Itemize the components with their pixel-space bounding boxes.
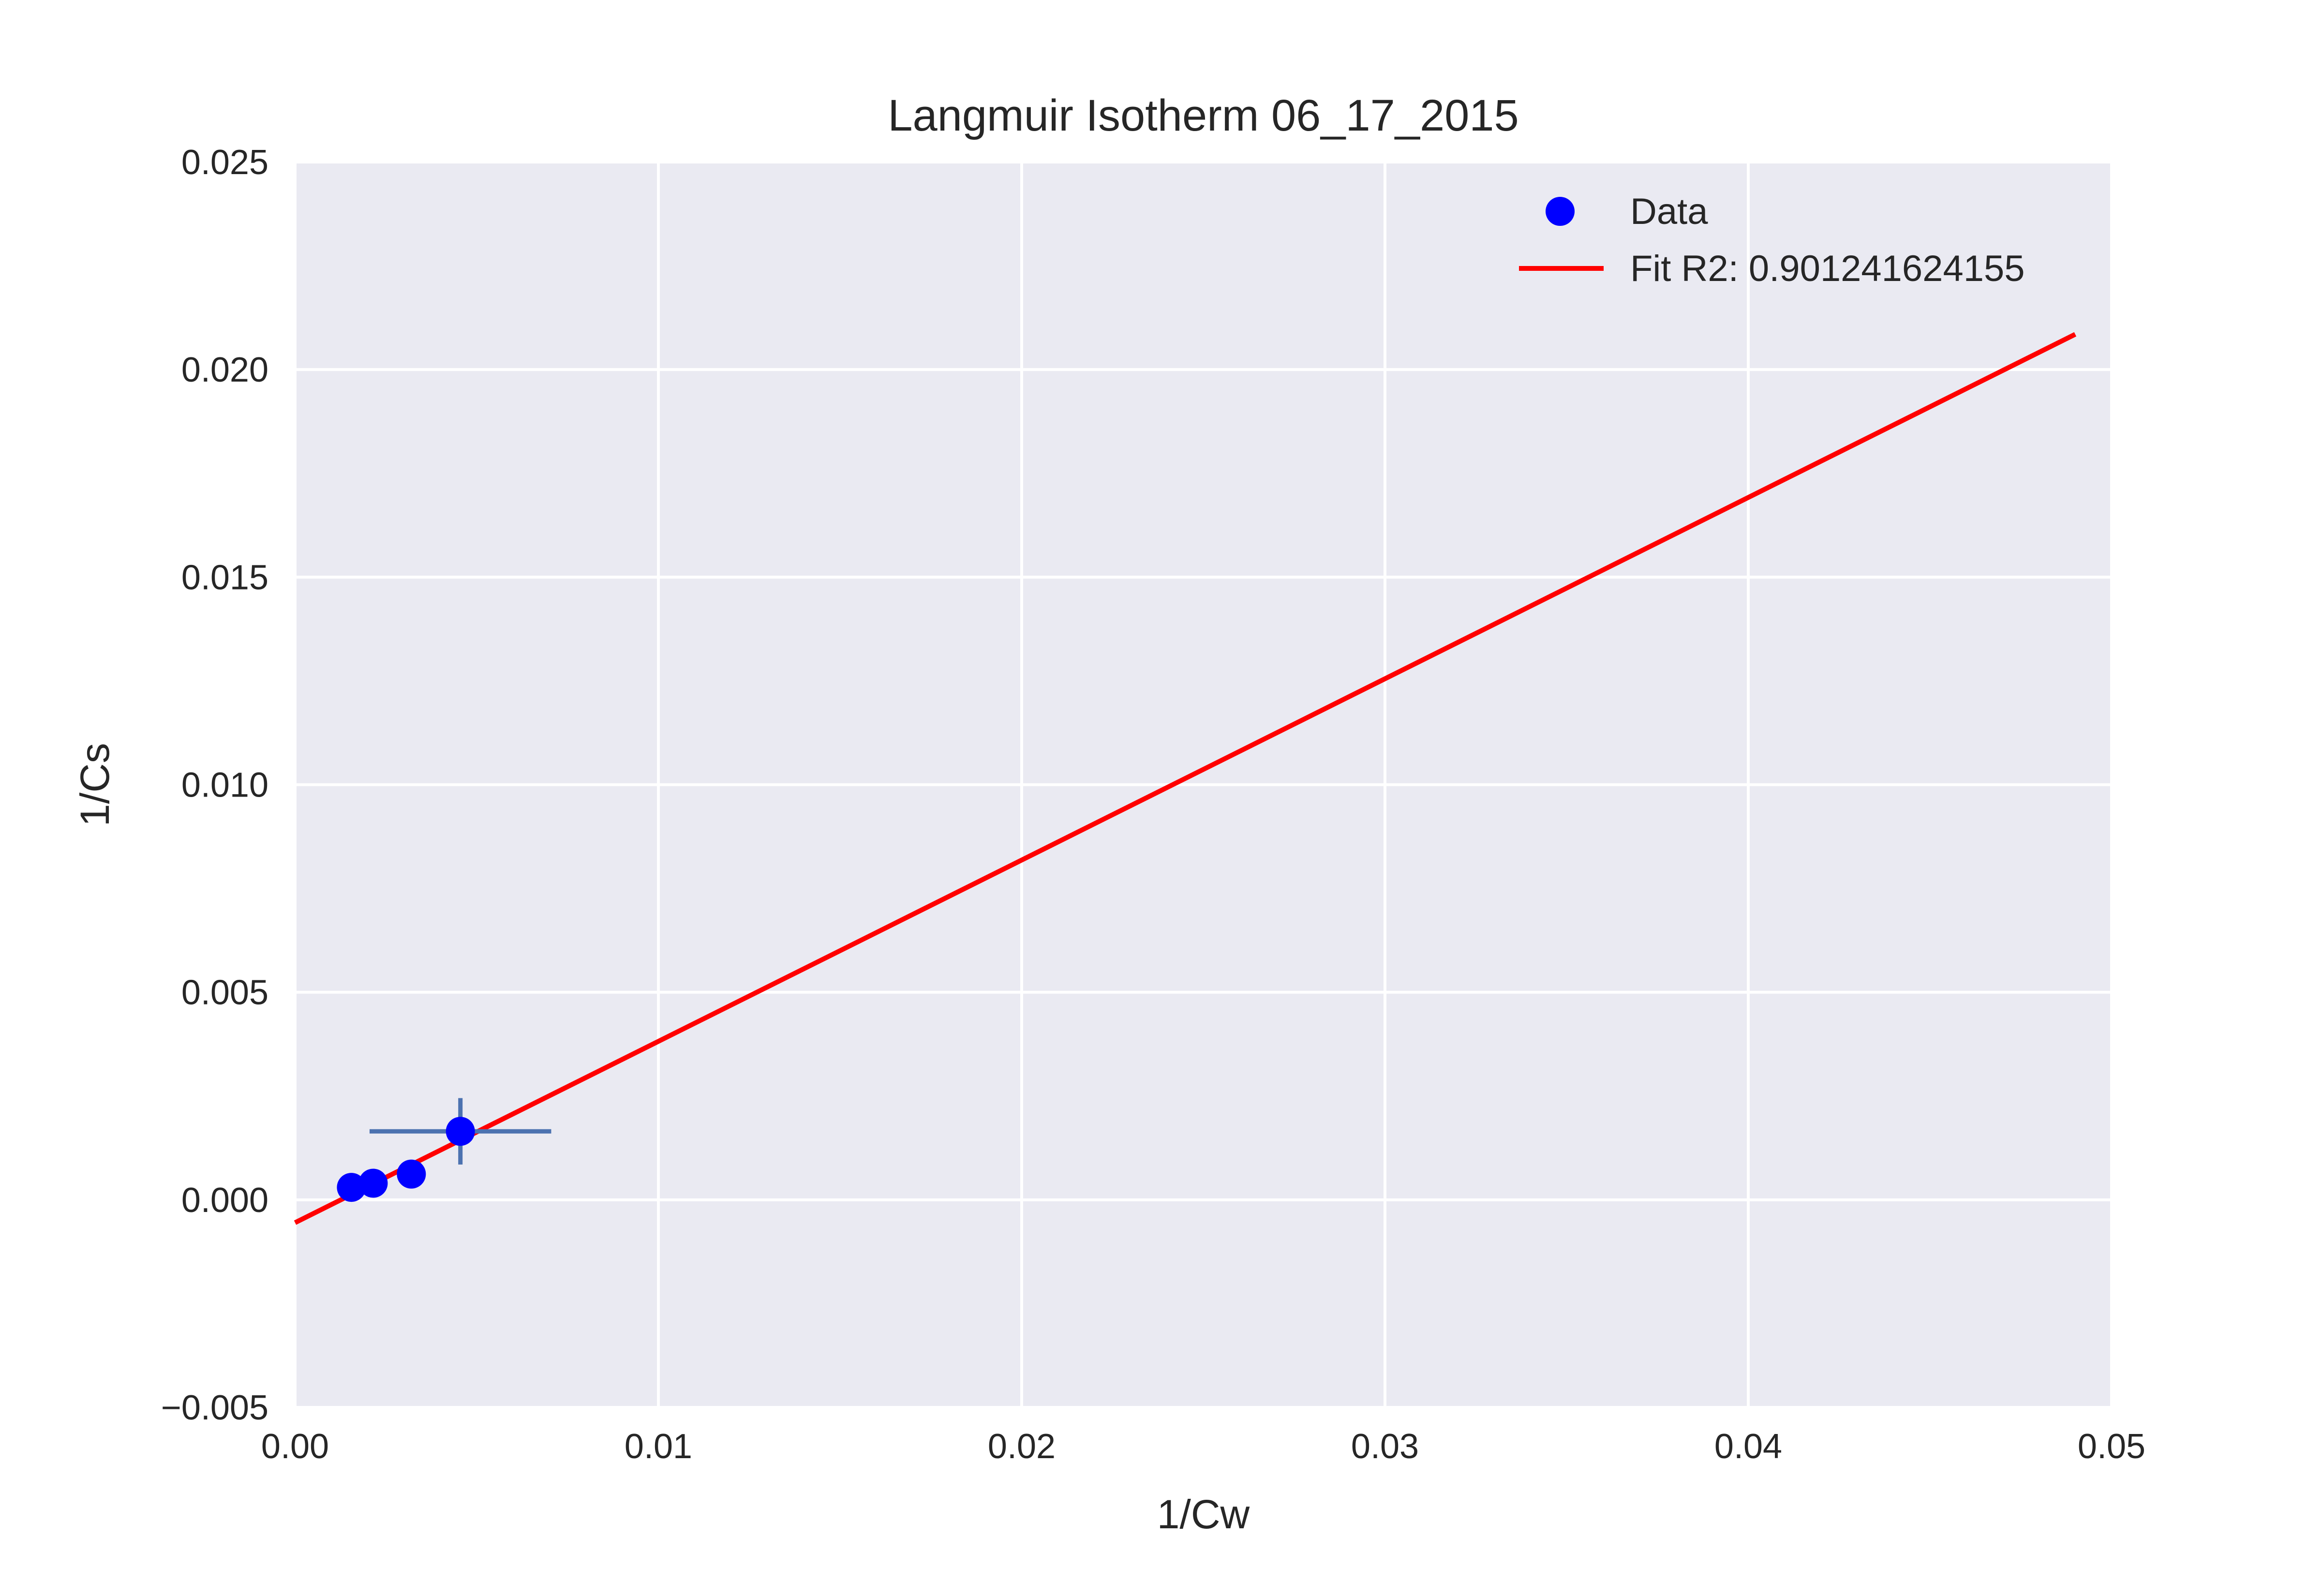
x-tick-label: 0.01 <box>625 1427 692 1466</box>
y-tick-labels: −0.005 0.000 0.005 0.010 0.015 0.020 0.025 <box>161 143 268 1427</box>
legend-marker-data <box>1546 197 1575 226</box>
x-tick-label: 0.04 <box>1714 1427 1782 1466</box>
chart-title: Langmuir Isotherm 06_17_2015 <box>888 91 1518 140</box>
x-tick-labels: 0.00 0.01 0.02 0.03 0.04 0.05 <box>261 1427 2145 1466</box>
data-point <box>358 1168 388 1198</box>
y-axis-title: 1/Cs <box>72 743 118 827</box>
data-point <box>446 1117 475 1146</box>
y-tick-label: −0.005 <box>161 1389 268 1427</box>
y-tick-label: 0.025 <box>181 143 268 182</box>
y-tick-label: 0.010 <box>181 766 268 805</box>
grid <box>294 161 2113 1409</box>
legend-label-data: Data <box>1630 191 1708 232</box>
y-tick-label: 0.005 <box>181 974 268 1012</box>
y-tick-label: 0.020 <box>181 351 268 389</box>
x-tick-label: 0.03 <box>1351 1427 1419 1466</box>
data-point <box>337 1173 366 1202</box>
x-tick-label: 0.02 <box>988 1427 1056 1466</box>
fit-line <box>294 332 2077 1225</box>
y-tick-label: 0.000 <box>181 1181 268 1220</box>
data-point <box>397 1159 426 1189</box>
x-tick-label: 0.05 <box>2078 1427 2145 1466</box>
x-axis-title: 1/Cw <box>1157 1492 1250 1537</box>
x-tick-label: 0.00 <box>261 1427 329 1466</box>
legend: Data Fit R2: 0.901241624155 <box>1519 191 2025 289</box>
legend-label-fit: Fit R2: 0.901241624155 <box>1630 248 2025 289</box>
data-points <box>337 1117 475 1202</box>
y-tick-label: 0.015 <box>181 558 268 597</box>
fit-line-layer <box>294 332 2077 1225</box>
